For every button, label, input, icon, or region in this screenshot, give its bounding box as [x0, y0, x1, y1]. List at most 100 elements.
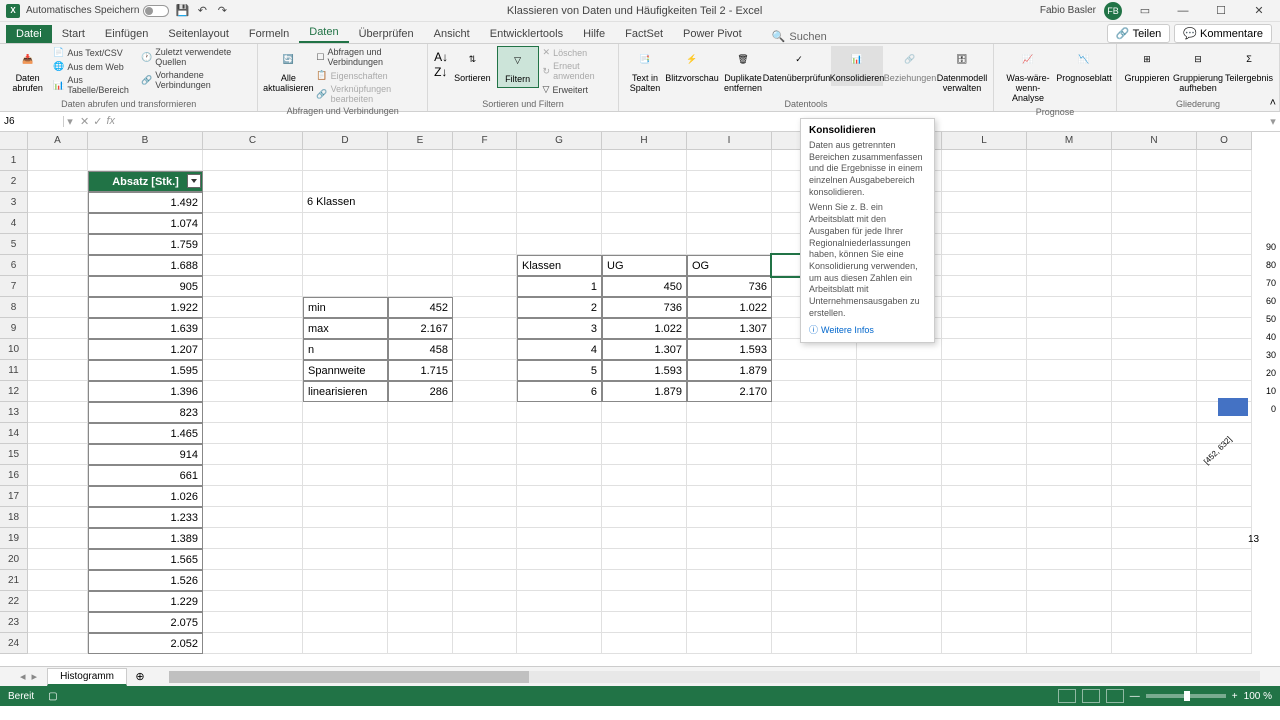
view-break-icon[interactable] [1106, 689, 1124, 703]
datenueber-btn[interactable]: ✓Datenüberprüfung [769, 46, 829, 86]
cancel-fx-icon[interactable]: ✕ [80, 115, 89, 128]
cell-D8[interactable]: min [303, 297, 388, 318]
row-header-12[interactable]: 12 [0, 381, 28, 402]
share-button[interactable]: 🔗 Teilen [1107, 24, 1170, 43]
col-header-F[interactable]: F [453, 132, 517, 150]
tab-formeln[interactable]: Formeln [239, 25, 299, 43]
row-header-19[interactable]: 19 [0, 528, 28, 549]
search-icon[interactable]: 🔍 [772, 30, 786, 43]
cell-I8[interactable]: 1.022 [687, 297, 772, 318]
cell-I10[interactable]: 1.593 [687, 339, 772, 360]
tab-factset[interactable]: FactSet [615, 25, 673, 43]
collapse-ribbon-icon[interactable]: ˄ [1270, 97, 1276, 109]
cell-B7[interactable]: 905 [88, 276, 203, 297]
row-header-2[interactable]: 2 [0, 171, 28, 192]
cell-E12[interactable]: 286 [388, 381, 453, 402]
row-header-11[interactable]: 11 [0, 360, 28, 381]
cell-E10[interactable]: 458 [388, 339, 453, 360]
sheet-nav-prev-icon[interactable]: ◂ [20, 670, 26, 683]
macro-rec-icon[interactable]: ▢ [48, 691, 57, 702]
cell-B22[interactable]: 1.229 [88, 591, 203, 612]
datenmodell-btn[interactable]: 🗄Datenmodell verwalten [937, 46, 987, 96]
cell-I12[interactable]: 2.170 [687, 381, 772, 402]
erweitert-btn[interactable]: ▽ Erweitert [541, 83, 612, 96]
prognose-btn[interactable]: 📉Prognoseblatt [1058, 46, 1110, 86]
was-waere-btn[interactable]: 📈Was-wäre-wenn-Analyse [1000, 46, 1056, 106]
row-header-20[interactable]: 20 [0, 549, 28, 570]
cell-B4[interactable]: 1.074 [88, 213, 203, 234]
row-header-3[interactable]: 3 [0, 192, 28, 213]
cell-B14[interactable]: 1.465 [88, 423, 203, 444]
cell-H10[interactable]: 1.307 [602, 339, 687, 360]
cell-H8[interactable]: 736 [602, 297, 687, 318]
sheet-tab-histogramm[interactable]: Histogramm [47, 668, 127, 686]
col-header-G[interactable]: G [517, 132, 602, 150]
row-header-15[interactable]: 15 [0, 444, 28, 465]
cell-B9[interactable]: 1.639 [88, 318, 203, 339]
row-header-17[interactable]: 17 [0, 486, 28, 507]
row-header-21[interactable]: 21 [0, 570, 28, 591]
cell-G9[interactable]: 3 [517, 318, 602, 339]
col-header-N[interactable]: N [1112, 132, 1197, 150]
cell-B17[interactable]: 1.026 [88, 486, 203, 507]
duplikate-btn[interactable]: 🗑Duplikate entfernen [719, 46, 767, 96]
cell-D10[interactable]: n [303, 339, 388, 360]
row-header-9[interactable]: 9 [0, 318, 28, 339]
view-layout-icon[interactable] [1082, 689, 1100, 703]
save-icon[interactable]: 💾 [175, 4, 189, 18]
cell-B24[interactable]: 2.052 [88, 633, 203, 654]
name-box[interactable]: J6 [0, 116, 64, 127]
row-header-23[interactable]: 23 [0, 612, 28, 633]
tab-file[interactable]: Datei [6, 25, 52, 43]
cell-D9[interactable]: max [303, 318, 388, 339]
col-header-C[interactable]: C [203, 132, 303, 150]
hscroll[interactable] [169, 671, 1260, 683]
tab-powerpivot[interactable]: Power Pivot [673, 25, 752, 43]
cell-G6[interactable]: Klassen [517, 255, 602, 276]
cell-I9[interactable]: 1.307 [687, 318, 772, 339]
cell-I7[interactable]: 736 [687, 276, 772, 297]
col-header-I[interactable]: I [687, 132, 772, 150]
cell-B8[interactable]: 1.922 [88, 297, 203, 318]
alle-aktualisieren-btn[interactable]: 🔄Alle aktualisieren [264, 46, 312, 96]
select-all-corner[interactable] [0, 132, 28, 150]
beziehungen-btn[interactable]: 🔗Beziehungen [885, 46, 935, 86]
cell-H7[interactable]: 450 [602, 276, 687, 297]
row-header-6[interactable]: 6 [0, 255, 28, 276]
fx-icon[interactable]: fx [106, 115, 115, 128]
teilerg-btn[interactable]: ΣTeilergebnis [1225, 46, 1273, 86]
cell-D11[interactable]: Spannweite [303, 360, 388, 381]
search-label[interactable]: Suchen [789, 31, 826, 43]
tab-ueberpruefen[interactable]: Überprüfen [349, 25, 424, 43]
row-header-13[interactable]: 13 [0, 402, 28, 423]
zuletzt-btn[interactable]: 🕐 Zuletzt verwendete Quellen [139, 46, 251, 68]
aus-text-btn[interactable]: 📄 Aus Text/CSV [51, 46, 137, 59]
cell-H9[interactable]: 1.022 [602, 318, 687, 339]
cell-B20[interactable]: 1.565 [88, 549, 203, 570]
cell-B2[interactable]: Absatz [Stk.] [88, 171, 203, 192]
cell-B12[interactable]: 1.396 [88, 381, 203, 402]
tab-start[interactable]: Start [52, 25, 95, 43]
tab-entwicklertools[interactable]: Entwicklertools [480, 25, 573, 43]
autosave-toggle[interactable]: Automatisches Speichern [26, 5, 169, 17]
cell-B10[interactable]: 1.207 [88, 339, 203, 360]
tab-seitenlayout[interactable]: Seitenlayout [158, 25, 239, 43]
ribbon-opts-icon[interactable]: ▭ [1130, 1, 1160, 21]
konsolidieren-btn[interactable]: 📊Konsolidieren [831, 46, 883, 86]
cell-B16[interactable]: 661 [88, 465, 203, 486]
row-header-24[interactable]: 24 [0, 633, 28, 654]
col-header-H[interactable]: H [602, 132, 687, 150]
sort-desc-icon[interactable]: Z↓ [434, 65, 448, 79]
tab-ansicht[interactable]: Ansicht [424, 25, 480, 43]
tooltip-link[interactable]: ⓘ Weitere Infos [809, 323, 926, 336]
accept-fx-icon[interactable]: ✓ [93, 115, 102, 128]
sort-asc-icon[interactable]: A↓ [434, 50, 448, 64]
undo-icon[interactable]: ↶ [195, 4, 209, 18]
tab-daten[interactable]: Daten [299, 23, 348, 43]
row-header-10[interactable]: 10 [0, 339, 28, 360]
cell-B18[interactable]: 1.233 [88, 507, 203, 528]
filtern-btn[interactable]: ▽Filtern [497, 46, 539, 88]
cell-D3[interactable]: 6 Klassen [303, 192, 388, 213]
close-icon[interactable]: ✕ [1244, 1, 1274, 21]
name-dropdown-icon[interactable]: ▾ [64, 115, 76, 128]
